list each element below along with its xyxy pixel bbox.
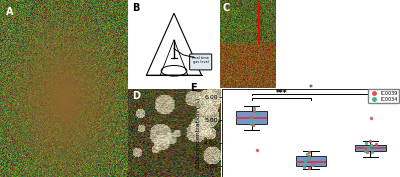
Text: C: C xyxy=(222,3,230,13)
Point xyxy=(306,155,312,157)
Point xyxy=(251,109,257,112)
Text: B: B xyxy=(132,3,139,13)
Point xyxy=(254,149,260,151)
Point xyxy=(309,164,315,166)
FancyBboxPatch shape xyxy=(190,54,212,70)
Point xyxy=(365,145,372,148)
Point xyxy=(363,142,370,144)
Point xyxy=(364,151,370,154)
Text: E: E xyxy=(190,83,196,93)
PathPatch shape xyxy=(355,145,386,151)
Y-axis label: CO₂ concentration (%): CO₂ concentration (%) xyxy=(196,98,201,168)
PathPatch shape xyxy=(236,111,267,124)
Point xyxy=(251,107,258,110)
Point xyxy=(366,139,373,142)
Text: *: * xyxy=(309,84,313,93)
Text: D: D xyxy=(132,91,140,101)
Point xyxy=(250,124,257,127)
Point xyxy=(367,116,374,119)
Point xyxy=(362,146,368,149)
Point xyxy=(306,157,312,160)
Point xyxy=(248,122,254,125)
Text: Real time
gas level: Real time gas level xyxy=(192,56,209,64)
Text: ***: *** xyxy=(276,89,287,98)
Point xyxy=(306,151,312,154)
Point xyxy=(306,167,312,170)
Point xyxy=(302,160,308,163)
PathPatch shape xyxy=(296,156,326,166)
Point xyxy=(362,150,368,153)
Point xyxy=(310,161,316,164)
Point xyxy=(368,144,374,147)
Legend: IC0039, IC0034: IC0039, IC0034 xyxy=(368,89,399,103)
Point xyxy=(248,118,254,121)
Point xyxy=(304,152,310,155)
Point xyxy=(301,165,307,168)
Text: A: A xyxy=(6,7,14,17)
Point xyxy=(248,116,254,119)
Point xyxy=(372,143,379,146)
Point xyxy=(368,151,375,154)
Point xyxy=(254,112,260,115)
Point xyxy=(309,162,315,165)
